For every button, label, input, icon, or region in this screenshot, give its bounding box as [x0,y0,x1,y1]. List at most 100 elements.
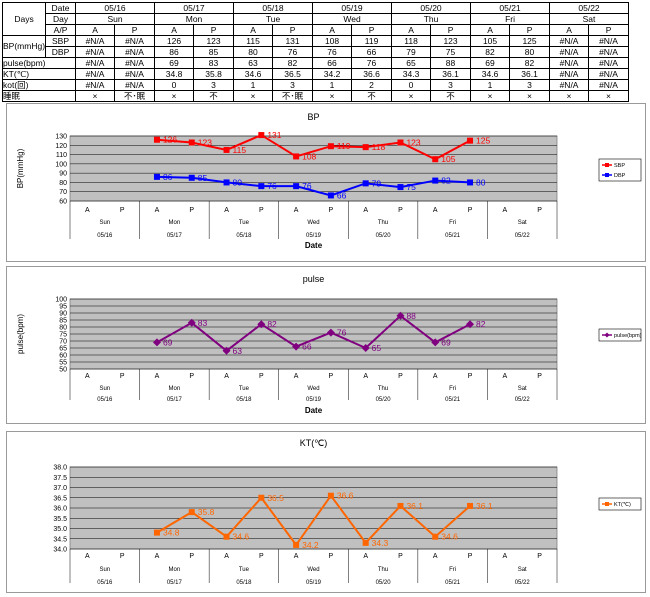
day-label: Wed [307,386,319,392]
value-cell: #N/A [549,46,590,58]
date-label: 05/21 [445,397,461,403]
pulse-chart-panel: pulse 50 55 60 65 70 75 80 85 90 95 100 pulse(bpm) A P… [6,266,646,424]
date-label: 05/20 [376,580,392,586]
value-cell: × [233,90,274,102]
y-tick-label: 70 [59,339,67,346]
value-cell: 82 [509,57,551,69]
row-label: kot(回) [1,79,77,91]
data-point [361,344,370,352]
date-label: 05/16 [97,233,113,239]
value-cell: 115 [233,35,274,47]
x-tick-label: A [85,207,90,214]
y-tick-label: 90 [59,171,67,178]
legend-label: SBP [614,163,625,169]
value-cell: 34.2 [312,68,353,80]
x-tick-label: P [120,373,125,380]
value-cell: 不 [351,90,393,102]
x-tick-label: P [329,373,334,380]
table-row: KT(℃) #N/A #N/A 34.8 35.8 34.6 36.5 34.2 36.6 34.… [1,68,630,80]
x-tick-label: P [398,553,403,560]
data-point [258,494,265,501]
value-cell: 80 [509,46,551,58]
value-cell: 0 [391,79,432,91]
x-tick-label: P [259,373,264,380]
data-point [293,183,300,190]
legend-swatch-marker [605,163,609,167]
data-label: 88 [406,311,416,321]
x-tick-label: P [189,207,194,214]
legend-box [598,328,642,342]
data-label: 123 [198,138,212,148]
value-cell: 65 [391,57,432,69]
value-cell: 2 [351,79,393,91]
data-label: 34.6 [233,532,250,542]
value-cell: 82 [272,57,314,69]
value-cell: 69 [154,57,195,69]
date-header: 05/16 [75,2,156,14]
data-label: 118 [372,142,386,152]
x-tick-label: P [189,373,194,380]
x-tick-label: A [363,207,368,214]
bp-group-label: BP(mmHg) [1,35,47,58]
y-tick-label: 80 [59,180,67,187]
data-point [188,174,195,181]
value-cell: 88 [430,57,472,69]
data-label: 86 [163,172,173,182]
y-tick-label: 120 [55,143,67,150]
y-tick-label: 110 [56,152,67,159]
date-header: 05/17 [154,2,235,14]
ap-header: P [193,24,235,36]
data-label: 65 [372,343,382,353]
value-cell: × [549,90,590,102]
value-cell: #N/A [588,79,630,91]
data-point [362,180,369,187]
date-label: 05/18 [236,580,252,586]
value-cell: 35.8 [193,68,235,80]
date-label: 05/17 [167,397,183,403]
value-cell: 79 [391,46,432,58]
y-tick-label: 130 [55,134,67,141]
x-tick-label: P [537,553,542,560]
y-tick-label: 38.0 [53,465,67,472]
x-tick-label: A [85,553,90,560]
date-header: 05/21 [470,2,551,14]
data-label: 131 [267,130,281,140]
day-label: Sat [518,567,527,573]
data-point [153,529,160,536]
row-label: KT(℃) [1,68,77,80]
value-cell: 36.6 [351,68,393,80]
data-label: 36.1 [406,501,423,511]
value-cell: 76 [351,57,393,69]
ap-header: P [272,24,314,36]
day-label: Tue [239,220,250,226]
data-point [188,509,195,516]
value-cell: 1 [233,79,274,91]
value-cell: × [470,90,511,102]
data-point [326,328,335,337]
value-cell: 108 [312,35,353,47]
data-label: 123 [406,138,420,148]
value-cell: 119 [351,35,393,47]
data-point [327,143,334,150]
data-point [432,156,439,163]
table-row: Day Sun Mon Tue Wed Thu Fri Sat [3,13,630,25]
value-cell: 3 [509,79,551,91]
day-label: Fri [449,567,456,573]
value-cell: 3 [430,79,472,91]
day-header: Sun [75,13,156,25]
value-cell: 85 [193,46,235,58]
data-label: 76 [267,181,277,191]
data-point [467,502,474,509]
date-label: 05/20 [376,233,392,239]
data-label: 34.6 [441,532,458,542]
y-tick-label: 36.0 [53,506,67,513]
data-point [188,139,195,146]
value-cell: 36.5 [272,68,314,80]
value-cell: #N/A [75,46,116,58]
date-label: 05/18 [236,397,252,403]
day-label: Thu [378,220,388,226]
value-cell: #N/A [549,68,590,80]
data-label: 34.8 [163,528,180,538]
value-cell: #N/A [114,46,156,58]
